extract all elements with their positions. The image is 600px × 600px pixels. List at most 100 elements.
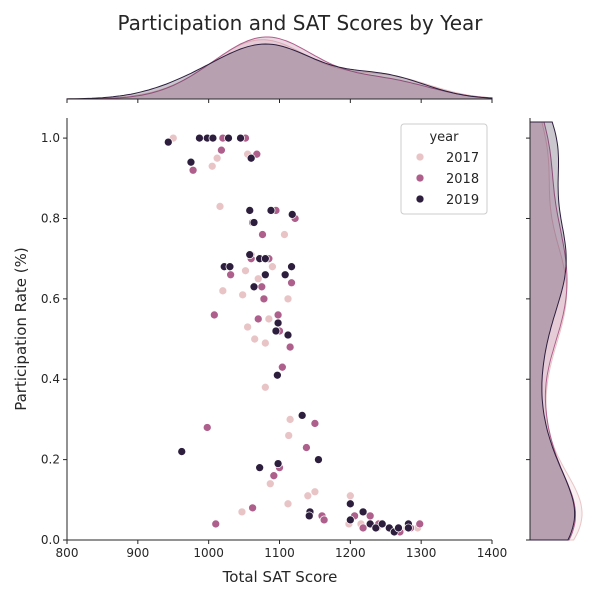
point-2018 [269,471,279,481]
point-2017 [212,153,222,163]
point-2019 [273,459,283,468]
point-2019 [249,218,259,227]
point-2019 [208,133,218,143]
point-2019 [287,262,296,272]
point-2019 [287,210,297,219]
point-2018 [273,310,283,320]
point-2019 [345,499,355,509]
point-2019 [345,515,355,525]
legend-label: 2018 [446,172,479,187]
point-2018 [253,314,263,324]
point-2017 [243,322,252,332]
y-tick-label: 0.2 [41,453,60,467]
point-2017 [284,431,294,440]
point-2019 [255,463,265,473]
point-2017 [260,338,270,348]
point-2019 [245,206,255,215]
point-2019 [177,447,187,456]
x-ticks: 800 900 1000 1100 1200 1300 1400 [56,540,508,560]
top-kde-2017 [66,39,493,100]
x-axis-label: Total SAT Score [222,568,338,586]
point-2017 [268,262,277,272]
point-2018 [209,310,219,320]
point-2017 [207,161,217,171]
point-2017 [253,274,263,284]
legend-title: year [429,130,459,145]
point-2019 [394,523,403,533]
point-2018 [310,419,320,428]
top-kde-2018 [67,36,493,100]
point-2017 [310,487,320,497]
legend-marker-2018 [415,173,425,183]
legend-items: 2017 2018 2019 [415,151,479,208]
legend: year 2017 2018 2019 [400,123,488,215]
right-marginal-ticks [526,118,531,541]
point-2019 [314,455,323,464]
point-2019 [186,157,196,167]
point-2019 [283,330,293,340]
point-2019 [266,206,276,215]
point-2017 [238,290,248,300]
x-tick-label: 900 [126,546,149,560]
point-2019 [273,318,283,328]
legend-label: 2019 [446,193,479,208]
right-kde-2019 [529,121,576,541]
point-2018 [319,515,329,525]
point-2019 [246,153,256,163]
x-tick-label: 800 [56,546,79,560]
point-2017 [264,314,274,324]
x-tick-label: 1300 [406,546,437,560]
x-tick-label: 1000 [193,546,224,560]
point-2019 [260,254,270,264]
top-marginal-kde [66,36,493,100]
legend-marker-2019 [415,194,425,204]
point-2018 [188,165,198,175]
point-2018 [226,270,235,280]
legend-box [400,123,488,215]
point-2019 [273,370,282,380]
right-kde-2017 [529,121,583,541]
point-2017 [283,294,293,304]
y-tick-label: 0.8 [41,211,60,225]
point-2019 [358,507,368,517]
right-marginal-kde [529,121,583,541]
point-2018 [211,519,221,529]
top-kde-2019 [66,43,493,100]
point-2019 [225,262,235,272]
point-2018 [277,362,287,372]
point-2018 [217,145,226,155]
x-tick-label: 1400 [477,546,508,560]
y-ticks: 0.0 0.2 0.4 0.6 0.8 1.0 [41,131,67,547]
point-2018 [415,519,425,529]
point-2019 [260,270,270,280]
scatter-points [163,133,425,537]
point-2018 [248,503,257,513]
point-2019 [280,270,290,280]
point-2017 [283,499,293,509]
point-2017 [345,491,355,501]
point-2019 [163,137,173,147]
top-marginal-ticks [66,98,493,103]
point-2019 [195,133,204,143]
point-2019 [271,326,281,336]
x-tick-label: 1200 [335,546,366,560]
point-2018 [259,294,269,304]
chart-title: Participation and SAT Scores by Year [118,11,484,35]
y-tick-label: 0.4 [41,372,60,386]
point-2019 [304,511,314,521]
point-2017 [260,382,270,392]
y-tick-label: 0.0 [41,533,60,547]
legend-label: 2017 [446,151,479,166]
point-2018 [302,443,311,452]
point-2017 [303,491,313,501]
point-2018 [258,230,267,239]
point-2019 [236,133,245,143]
point-2019 [377,519,387,529]
point-2017 [280,230,289,239]
point-2017 [218,286,228,296]
point-2018 [202,423,212,432]
y-tick-label: 0.6 [41,292,60,306]
point-2017 [250,334,260,344]
y-axis-label: Participation Rate (%) [12,247,30,411]
